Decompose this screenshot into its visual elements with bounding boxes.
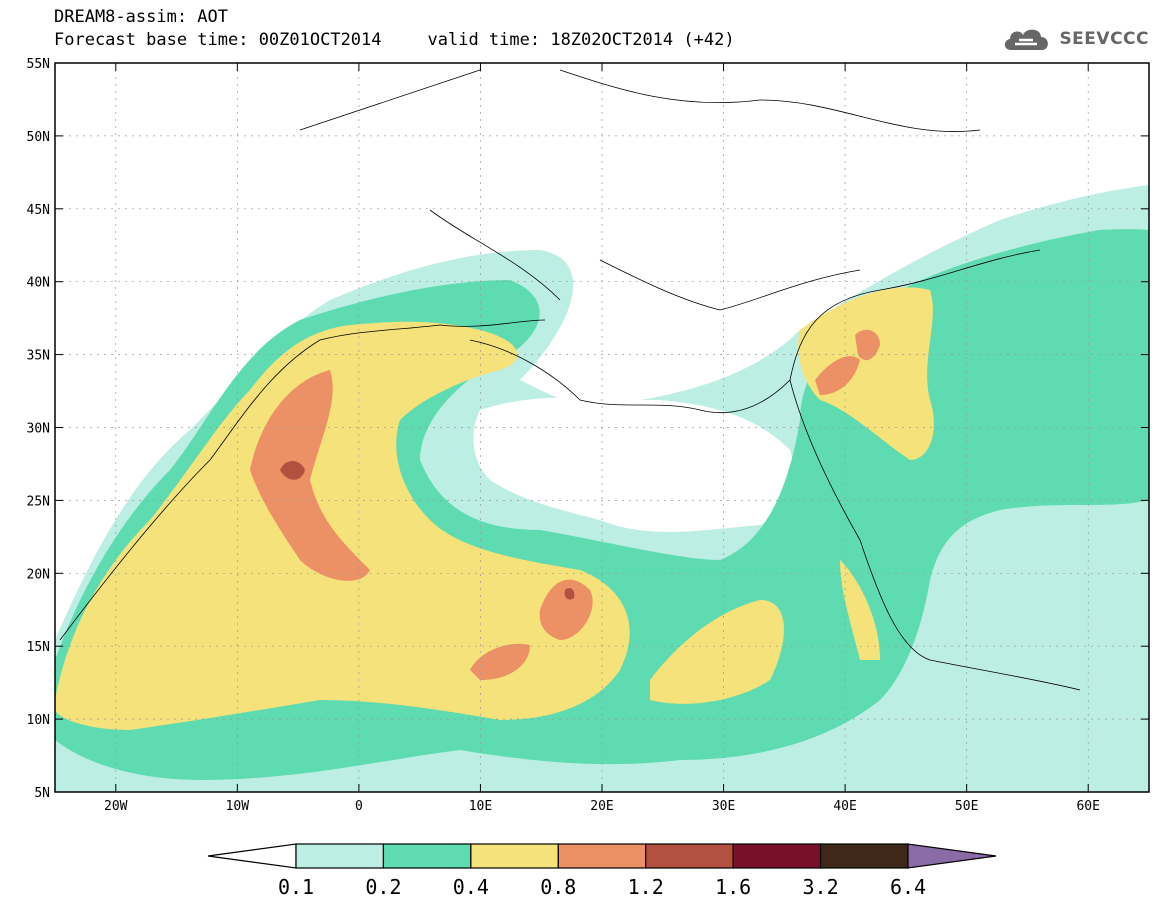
grid-lines	[55, 63, 1149, 792]
colorbar-box	[295, 843, 385, 869]
colorbar-label: 0.2	[365, 875, 401, 899]
aot-band-1.2	[280, 461, 305, 480]
lat-tick-label: 15N	[27, 640, 50, 655]
colorbar-box	[645, 843, 734, 869]
lon-tick-label: 60E	[1076, 799, 1099, 814]
colorbar-label: 0.1	[278, 875, 314, 899]
colorbar-box	[557, 843, 647, 869]
lon-tick-label: 20W	[104, 799, 128, 814]
lon-tick-label: 10W	[226, 799, 250, 814]
lat-tick-label: 10N	[27, 713, 50, 728]
colorbar-box	[470, 843, 559, 869]
colorbar-extend-low	[207, 843, 297, 869]
base-time: Forecast base time: 00Z01OCT2014	[54, 30, 382, 50]
logo-text: SEEVCCC	[1059, 29, 1149, 49]
lat-tick-label: 20N	[27, 567, 50, 582]
lon-tick-label: 40E	[833, 799, 856, 814]
colorbar-label: 3.2	[803, 875, 839, 899]
aot-clear-area	[473, 397, 794, 532]
axis-ticks	[55, 62, 1149, 793]
lon-tick-label: 50E	[955, 799, 978, 814]
lat-tick-label: 5N	[34, 786, 50, 801]
lat-tick-label: 35N	[27, 349, 50, 364]
colorbar-box	[732, 843, 822, 869]
lon-tick-label: 0	[355, 799, 363, 814]
colorbar-box	[382, 843, 472, 869]
lat-tick-label: 50N	[27, 130, 50, 145]
lat-tick-label: 55N	[27, 57, 50, 72]
lon-tick-label: 30E	[712, 799, 735, 814]
cloud-icon	[1005, 29, 1049, 50]
colorbar-label: 1.6	[715, 875, 751, 899]
lat-tick-label: 40N	[27, 276, 50, 291]
colorbar-box	[819, 843, 909, 869]
time-info: Forecast base time: 00Z01OCT2014 valid ti…	[54, 30, 735, 50]
lat-tick-label: 25N	[27, 494, 50, 509]
aot-band-0.4	[55, 321, 630, 730]
aot-field	[55, 185, 1149, 792]
lat-tick-label: 30N	[27, 422, 50, 437]
lat-tick-label: 45N	[27, 203, 50, 218]
colorbar-label: 0.8	[540, 875, 576, 899]
valid-time: valid time: 18Z02OCT2014 (+42)	[427, 30, 735, 50]
seevccc-logo: SEEVCCC	[1001, 22, 1149, 56]
lon-tick-label: 10E	[469, 799, 492, 814]
map-title: DREAM8-assim: AOT	[54, 7, 228, 27]
colorbar-label: 1.2	[628, 875, 664, 899]
coastlines	[59, 69, 1081, 691]
colorbar-extend-high	[907, 843, 997, 869]
lon-tick-label: 20E	[590, 799, 613, 814]
aot-band-0.8	[250, 370, 370, 581]
colorbar-label: 0.4	[453, 875, 489, 899]
colorbar-label: 6.4	[890, 875, 926, 899]
